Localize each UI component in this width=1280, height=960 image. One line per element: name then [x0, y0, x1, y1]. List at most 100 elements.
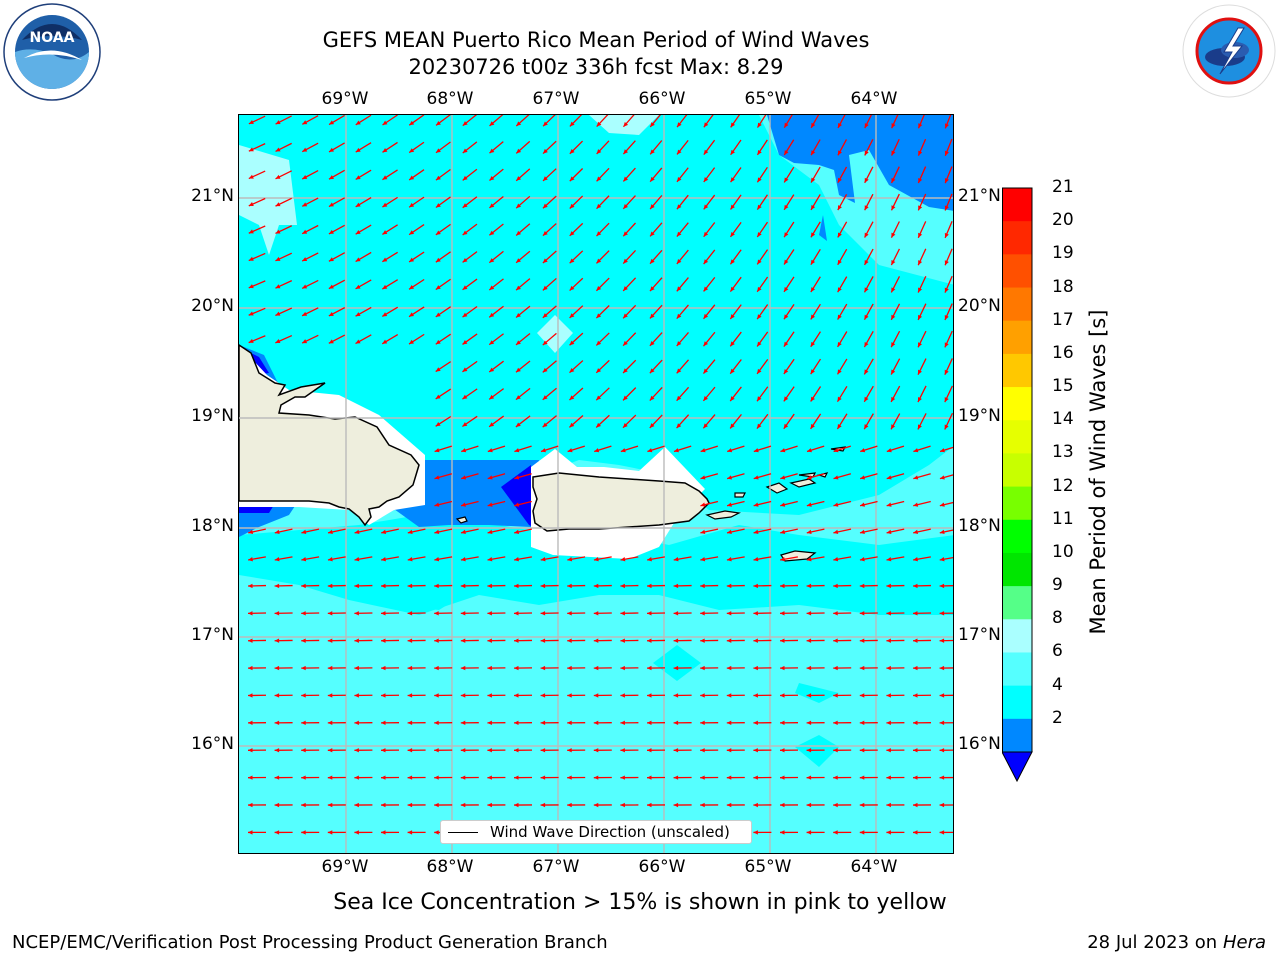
- wind-wave-arrowhead: [780, 665, 785, 671]
- wind-wave-arrowhead: [409, 285, 415, 290]
- wind-wave-arrowhead: [462, 312, 468, 318]
- colorbar-tick-label: 13: [1052, 442, 1074, 463]
- wind-wave-arrowhead: [434, 583, 439, 589]
- wind-wave-arrowhead: [891, 150, 896, 156]
- wind-wave-arrowhead: [381, 748, 386, 753]
- wind-wave-arrowhead: [489, 422, 495, 427]
- wind-wave-arrowhead: [354, 638, 359, 643]
- wind-wave-arrowhead: [649, 286, 655, 292]
- wind-wave-arrowhead: [649, 395, 655, 401]
- wind-wave-arrowhead: [891, 123, 896, 129]
- wind-wave-arrowhead: [355, 230, 361, 235]
- wind-wave-arrowhead: [435, 148, 441, 153]
- wind-wave-arrowhead: [673, 583, 679, 589]
- wind-wave-arrowhead: [886, 448, 892, 453]
- wind-wave-arrowhead: [381, 557, 386, 562]
- land-vieques: [705, 510, 741, 520]
- wind-wave-arrowhead: [461, 502, 466, 507]
- wind-wave-arrowhead: [730, 177, 735, 183]
- wind-wave-arrowhead: [886, 720, 891, 726]
- period-band-4-6: [239, 115, 953, 515]
- wind-wave-arrowhead: [757, 232, 762, 238]
- wind-wave-arrowhead: [891, 396, 896, 402]
- land-virgin-islands: [765, 472, 829, 494]
- colorbar-tick-label: 11: [1052, 508, 1074, 529]
- wind-wave-arrowhead: [515, 422, 521, 427]
- wind-wave-arrowhead: [647, 748, 652, 753]
- wind-wave-arrowhead: [408, 339, 414, 345]
- wind-wave-arrowhead: [302, 311, 308, 316]
- wind-wave-arrowhead: [623, 340, 628, 346]
- wind-wave-arrowhead: [274, 529, 280, 535]
- wind-wave-arrowhead: [780, 693, 785, 698]
- wind-wave-arrowhead: [918, 205, 923, 211]
- wind-wave-arrowhead: [596, 258, 602, 264]
- wind-wave-arrowhead: [328, 229, 334, 234]
- wind-wave-arrowhead: [806, 748, 812, 753]
- wind-wave-arrowhead: [780, 583, 785, 589]
- lat-label-left: 19°N: [191, 406, 234, 426]
- wind-wave-arrowhead: [435, 339, 441, 345]
- wind-wave-arrowhead: [810, 259, 816, 265]
- wind-wave-arrowhead: [355, 339, 361, 344]
- map-legend: Wind Wave Direction (unscaled): [440, 820, 752, 844]
- wind-wave-arrowhead: [807, 448, 812, 453]
- wind-wave-arrowhead: [489, 285, 495, 290]
- lon-label-bottom: 68°W: [426, 857, 474, 877]
- wind-wave-arrowhead: [460, 638, 466, 643]
- wind-wave-arrowhead: [460, 693, 466, 698]
- wind-wave-arrowhead: [780, 611, 785, 616]
- lat-label-left: 17°N: [191, 625, 234, 645]
- wind-wave-arrowhead: [913, 830, 918, 835]
- wind-wave-arrowhead: [407, 830, 413, 835]
- wind-wave-arrowhead: [461, 448, 467, 453]
- wind-wave-arrowhead: [301, 665, 306, 671]
- wind-wave-arrowhead: [784, 204, 789, 210]
- wind-wave-arrowhead: [275, 120, 281, 125]
- colorbar-tick-label: 16: [1052, 342, 1074, 363]
- wind-wave-arrowhead: [355, 147, 361, 153]
- wind-wave-arrowhead: [837, 150, 842, 156]
- wind-wave-arrowhead: [913, 529, 919, 535]
- wind-wave-arrowhead: [274, 802, 280, 808]
- wind-wave-arrowhead: [328, 311, 334, 316]
- wind-wave-arrowhead: [703, 313, 709, 319]
- wind-wave-arrowhead: [435, 312, 441, 317]
- wind-wave-arrowhead: [248, 229, 254, 234]
- wind-wave-arrowhead: [757, 396, 762, 402]
- wind-wave-arrowhead: [569, 313, 575, 318]
- wind-wave-arrowhead: [673, 665, 679, 671]
- wind-wave-arrowhead: [918, 314, 923, 320]
- wind-wave-arrowhead: [703, 231, 709, 237]
- wind-wave-arrowhead: [487, 693, 492, 698]
- wind-wave-arrowhead: [462, 230, 468, 236]
- wind-wave-arrowhead: [567, 638, 572, 643]
- wind-wave-arrowhead: [886, 638, 891, 643]
- wind-wave-arrowhead: [487, 448, 493, 453]
- wind-wave-arrowhead: [248, 830, 253, 835]
- wind-wave-arrowhead: [703, 177, 709, 182]
- wind-wave-arrowhead: [837, 287, 842, 293]
- period-band-2-4: [394, 460, 539, 527]
- wind-wave-arrowhead: [700, 638, 705, 643]
- wind-wave-arrowhead: [727, 502, 732, 507]
- wind-wave-arrowhead: [753, 748, 758, 753]
- wind-wave-arrowhead: [864, 396, 869, 402]
- wind-wave-arrowhead: [381, 583, 386, 589]
- wind-wave-arrowhead: [593, 775, 599, 780]
- wind-wave-arrowhead: [676, 368, 682, 374]
- wind-wave-arrowhead: [407, 611, 413, 616]
- wind-wave-arrowhead: [567, 557, 573, 562]
- wind-wave-arrowhead: [596, 149, 602, 154]
- wind-wave-arrowhead: [301, 557, 307, 562]
- colorbar-tick-label: 8: [1052, 608, 1063, 629]
- wind-wave-arrowhead: [939, 475, 945, 480]
- colorbar-tick-label: 10: [1052, 541, 1074, 562]
- wind-wave-arrowhead: [302, 202, 308, 207]
- footer-date: 28 Jul 2023 on Hera: [1087, 932, 1266, 953]
- wind-wave-arrowhead: [753, 720, 758, 726]
- colorbar-segment: [1002, 188, 1032, 222]
- wind-wave-arrowhead: [328, 175, 334, 180]
- wind-wave-arrowhead: [409, 230, 415, 235]
- wind-wave-arrowhead: [806, 502, 812, 507]
